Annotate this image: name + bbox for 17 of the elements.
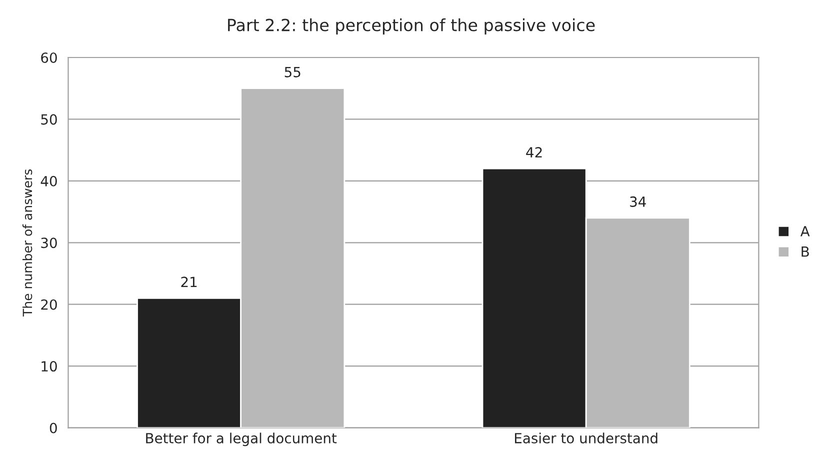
y-tick-label: 60 xyxy=(41,52,57,63)
data-label: 42 xyxy=(526,147,542,158)
y-tick-label: 10 xyxy=(42,361,57,372)
y-tick-label: 20 xyxy=(41,299,57,310)
chart-title: Part 2.2: the perception of the passive voice xyxy=(228,18,595,35)
data-label: 34 xyxy=(630,196,646,207)
data-label: 55 xyxy=(284,67,300,78)
y-tick-label: 30 xyxy=(41,238,57,248)
data-label: 21 xyxy=(181,276,197,287)
y-tick-label: 0 xyxy=(50,422,57,434)
x-tick-label: Easier to understand xyxy=(515,432,658,444)
y-axis-title: The number of answers xyxy=(22,169,32,317)
legend-label: A xyxy=(800,226,810,236)
y-tick-label: 40 xyxy=(40,176,57,186)
x-tick-label: Better for a legal document xyxy=(146,432,337,446)
legend-label: B xyxy=(802,246,809,257)
y-tick-label: 50 xyxy=(41,114,57,125)
